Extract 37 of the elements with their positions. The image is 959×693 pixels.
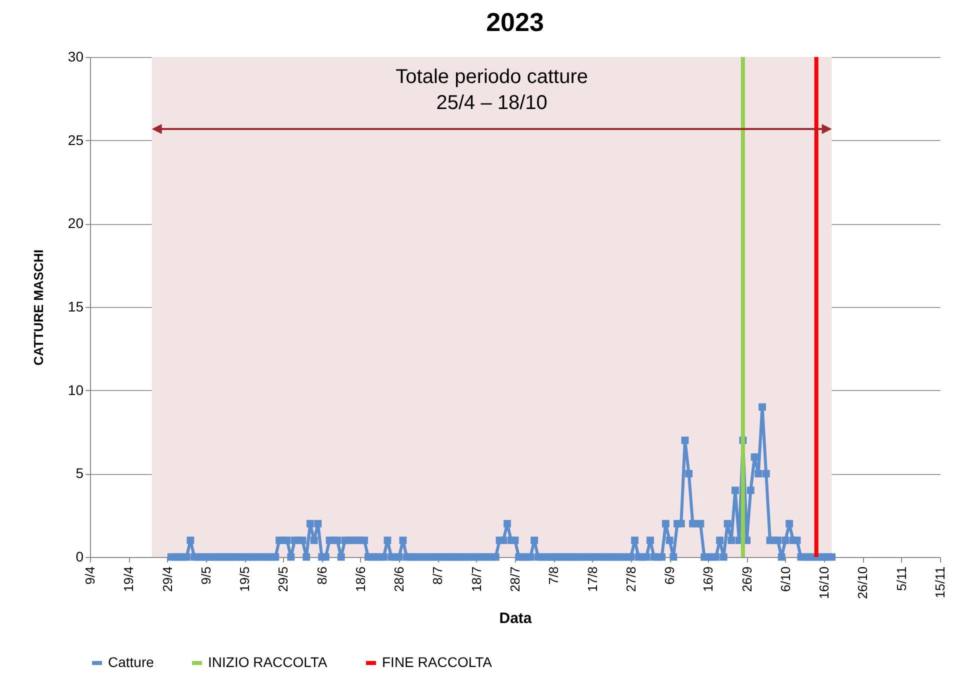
y-tick-label: 15 — [68, 298, 84, 314]
band-label: Totale periodo catture 25/4 – 18/10 — [396, 66, 588, 114]
x-tick-label: 8/6 — [314, 566, 330, 585]
x-tick-label: 26/10 — [855, 566, 870, 600]
y-tick-label: 20 — [68, 215, 84, 232]
x-tick-label: 28/6 — [392, 566, 407, 592]
x-tick-label: 18/6 — [352, 566, 368, 592]
x-tick-label: 19/4 — [121, 566, 136, 592]
x-tick-label: 5/11 — [894, 566, 909, 591]
x-tick-label: 16/10 — [816, 566, 832, 600]
legend-label: Catture — [108, 654, 154, 670]
x-axis-title: Data — [499, 610, 532, 628]
y-tick-label: 25 — [68, 132, 84, 148]
x-tick-label: 15/11 — [932, 566, 948, 598]
x-tick-label: 7/8 — [546, 566, 562, 585]
x-tick-label: 27/8 — [623, 566, 638, 592]
y-tick-label: 5 — [76, 465, 84, 482]
legend-label: INIZIO RACCOLTA — [208, 654, 328, 670]
y-axis-title: CATTURE MASCHI — [30, 249, 46, 366]
x-tick-label: 29/4 — [160, 566, 175, 592]
x-tick-label: 6/9 — [662, 566, 678, 585]
y-tick-label: 10 — [68, 382, 84, 398]
x-tick-label: 8/7 — [430, 566, 446, 585]
x-tick-label: 19/5 — [237, 566, 252, 592]
y-tick-label: 0 — [76, 548, 84, 564]
x-tick-label: 28/7 — [508, 566, 522, 592]
y-tick-label: 30 — [68, 48, 84, 64]
chart-title: 2023 — [486, 7, 544, 37]
x-tick-label: 29/5 — [276, 566, 291, 592]
legend-label: FINE RACCOLTA — [382, 654, 493, 670]
x-tick-label: 18/7 — [468, 566, 484, 592]
x-tick-label: 6/10 — [778, 566, 793, 592]
x-tick-label: 16/9 — [700, 566, 716, 592]
x-tick-label: 17/8 — [584, 566, 600, 592]
x-tick-label: 26/9 — [739, 566, 754, 592]
x-tick-label: 9/4 — [82, 566, 98, 585]
x-tick-label: 9/5 — [198, 566, 214, 585]
